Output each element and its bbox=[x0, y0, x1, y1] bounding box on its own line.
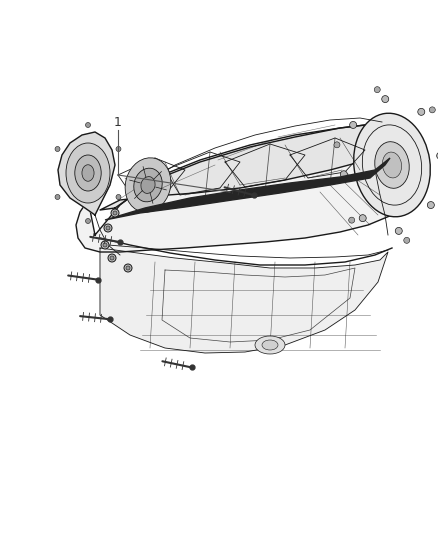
Ellipse shape bbox=[418, 108, 425, 115]
Ellipse shape bbox=[85, 123, 91, 127]
Polygon shape bbox=[76, 125, 410, 252]
Ellipse shape bbox=[429, 107, 435, 113]
Ellipse shape bbox=[55, 147, 60, 151]
Polygon shape bbox=[100, 248, 388, 353]
Ellipse shape bbox=[141, 176, 155, 193]
Ellipse shape bbox=[353, 113, 430, 217]
Ellipse shape bbox=[85, 219, 91, 223]
Ellipse shape bbox=[255, 336, 285, 354]
Ellipse shape bbox=[124, 264, 132, 272]
Ellipse shape bbox=[103, 243, 107, 247]
Ellipse shape bbox=[55, 195, 60, 199]
Ellipse shape bbox=[104, 224, 112, 232]
Ellipse shape bbox=[382, 95, 389, 102]
Ellipse shape bbox=[75, 155, 101, 191]
Text: 1: 1 bbox=[114, 116, 122, 128]
Ellipse shape bbox=[404, 237, 410, 244]
Ellipse shape bbox=[110, 256, 114, 260]
Ellipse shape bbox=[106, 226, 110, 230]
Ellipse shape bbox=[340, 171, 347, 178]
Ellipse shape bbox=[375, 142, 409, 188]
Ellipse shape bbox=[134, 168, 162, 202]
Ellipse shape bbox=[427, 201, 434, 208]
Ellipse shape bbox=[101, 241, 109, 249]
Ellipse shape bbox=[116, 195, 121, 199]
Ellipse shape bbox=[116, 147, 121, 151]
Ellipse shape bbox=[374, 87, 380, 93]
Ellipse shape bbox=[359, 215, 366, 222]
Polygon shape bbox=[105, 158, 390, 220]
Ellipse shape bbox=[113, 211, 117, 215]
Ellipse shape bbox=[437, 152, 438, 159]
Ellipse shape bbox=[395, 228, 402, 235]
Ellipse shape bbox=[262, 340, 278, 350]
Polygon shape bbox=[100, 125, 395, 210]
Ellipse shape bbox=[350, 122, 357, 128]
Ellipse shape bbox=[111, 209, 119, 217]
Ellipse shape bbox=[126, 266, 130, 270]
Ellipse shape bbox=[82, 165, 94, 181]
Polygon shape bbox=[58, 132, 115, 215]
Ellipse shape bbox=[334, 142, 340, 148]
Ellipse shape bbox=[125, 158, 171, 212]
Ellipse shape bbox=[108, 254, 116, 262]
Ellipse shape bbox=[382, 152, 402, 178]
Ellipse shape bbox=[349, 217, 355, 223]
Ellipse shape bbox=[66, 143, 110, 203]
